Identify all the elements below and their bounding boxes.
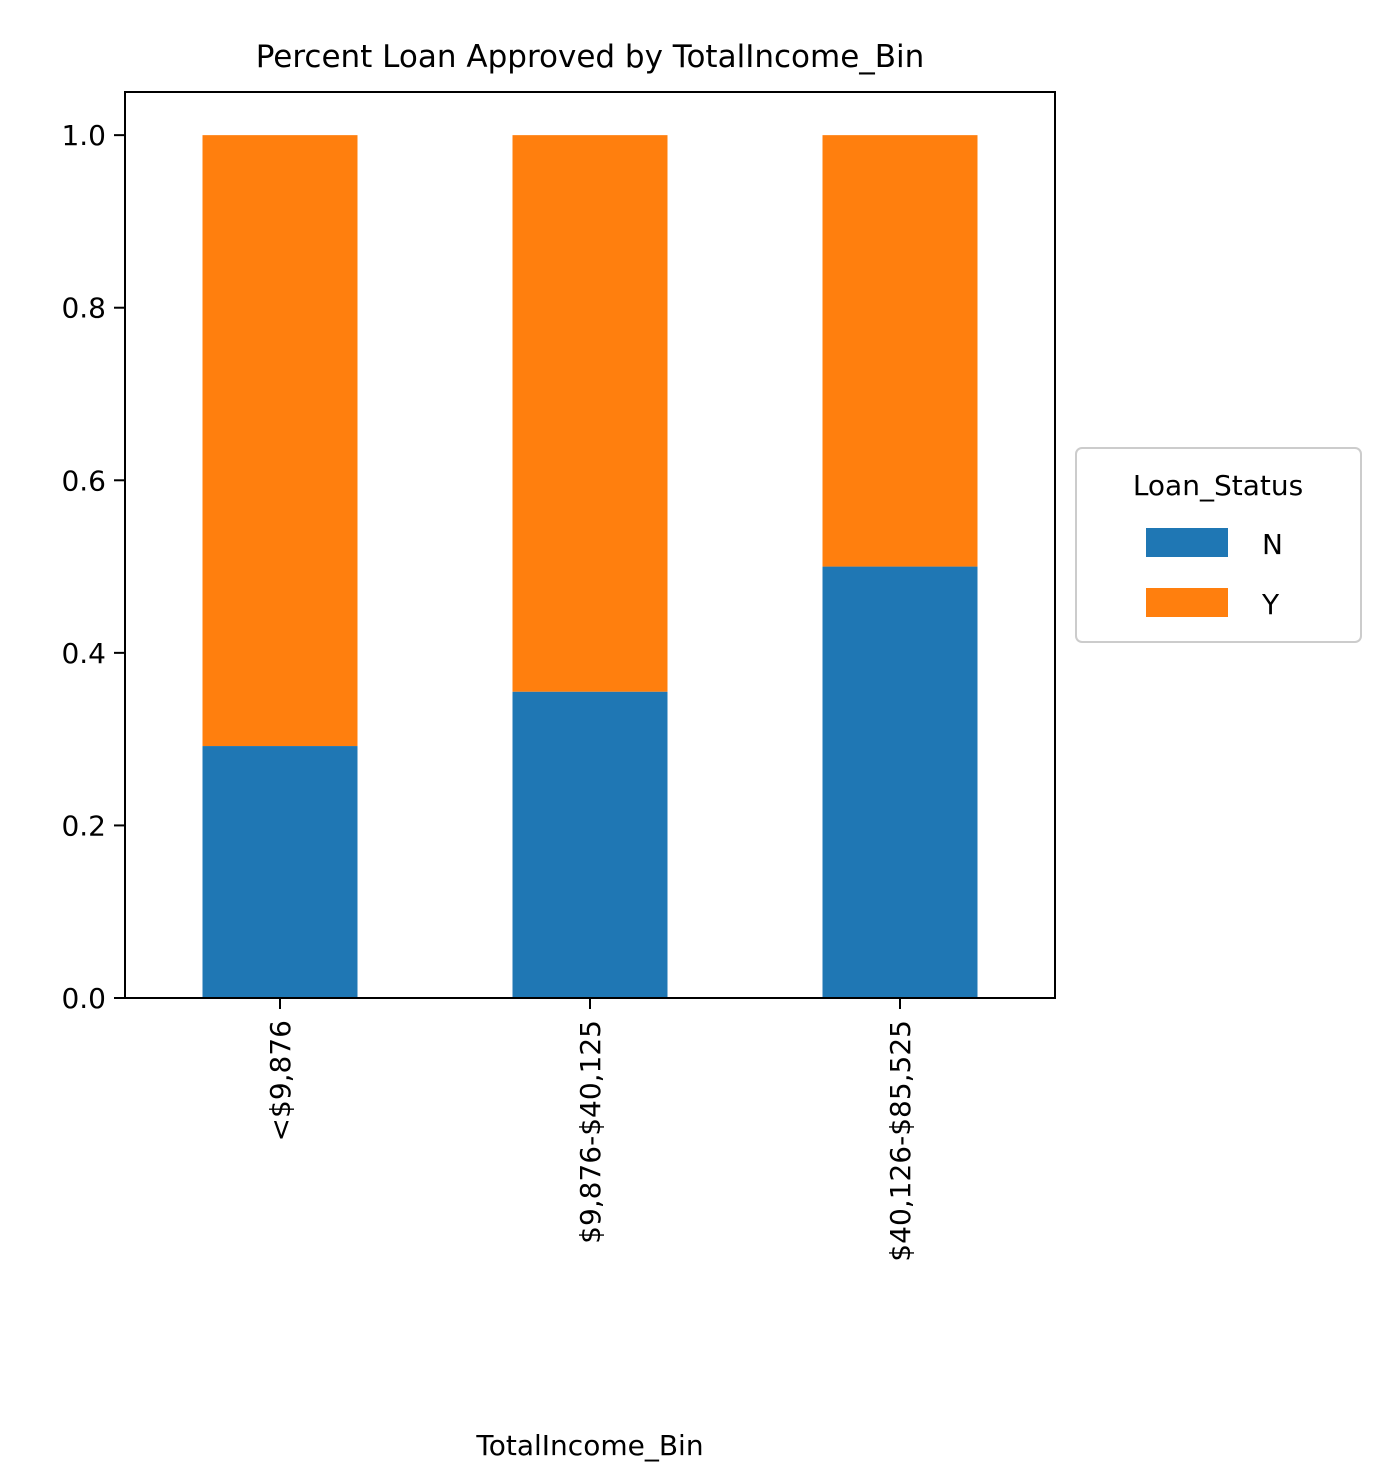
legend-items: NY xyxy=(1146,528,1283,621)
bar-N-1 xyxy=(512,691,668,998)
legend-swatch-Y xyxy=(1146,588,1228,617)
x-axis: <$9,876 $9,876-$40,125 $40,126-$85,525 xyxy=(264,998,917,1262)
x-tick-label: <$9,876 xyxy=(264,1020,297,1141)
y-tick-label: 0.6 xyxy=(61,464,106,497)
legend-swatch-N xyxy=(1146,528,1228,557)
y-tick-label: 0.4 xyxy=(61,637,106,670)
legend-label-Y: Y xyxy=(1261,588,1280,621)
x-tick-label: $40,126-$85,525 xyxy=(884,1020,917,1262)
bar-N-0 xyxy=(202,746,358,998)
x-axis-label: TotalIncome_Bin xyxy=(475,1429,703,1462)
bar-N-2 xyxy=(822,566,978,998)
legend-label-N: N xyxy=(1262,528,1283,561)
y-tick-label: 1.0 xyxy=(61,119,106,152)
y-tick-label: 0.2 xyxy=(61,809,106,842)
legend: Loan_Status NY xyxy=(1075,447,1362,643)
legend-title: Loan_Status xyxy=(1133,469,1303,502)
bar-Y-2 xyxy=(822,135,978,567)
bar-Y-1 xyxy=(512,135,668,692)
x-tick-label: $9,876-$40,125 xyxy=(574,1020,607,1244)
bar-Y-0 xyxy=(202,135,358,747)
y-axis: 0.0 0.2 0.4 0.6 0.8 1.0 xyxy=(61,119,125,1015)
plot-area xyxy=(202,135,978,998)
chart-title: Percent Loan Approved by TotalIncome_Bin xyxy=(256,39,925,75)
y-tick-label: 0.8 xyxy=(61,292,106,325)
y-tick-label: 0.0 xyxy=(61,982,106,1015)
